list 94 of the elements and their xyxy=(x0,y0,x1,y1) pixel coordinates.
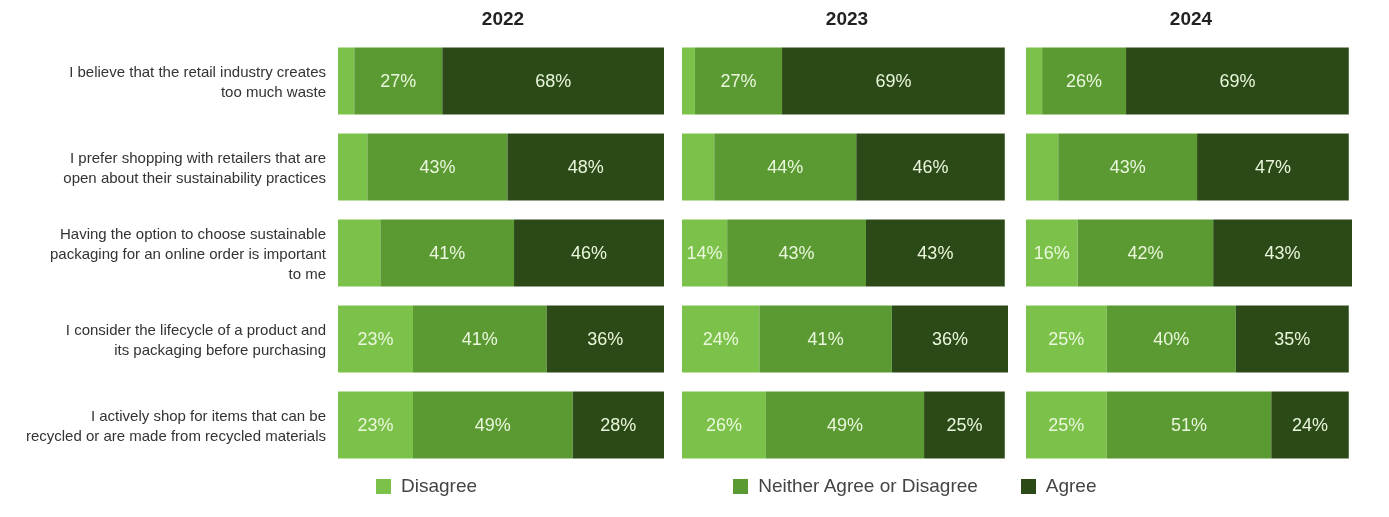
data-label: 41% xyxy=(807,329,844,350)
bar xyxy=(338,391,413,459)
bar xyxy=(1026,133,1059,201)
data-label: 47% xyxy=(1254,157,1291,178)
data-label: 49% xyxy=(826,415,864,436)
bar xyxy=(682,133,715,201)
data-label: 69% xyxy=(1219,71,1256,92)
bar xyxy=(1197,133,1349,201)
bar xyxy=(546,305,664,373)
data-label: 43% xyxy=(1264,243,1301,264)
data-label: 41% xyxy=(429,243,466,264)
bar xyxy=(354,47,443,115)
data-label: 27% xyxy=(380,71,417,92)
data-label: 43% xyxy=(419,157,456,178)
bar xyxy=(1235,305,1349,373)
data-label: 43% xyxy=(917,243,954,264)
bar xyxy=(1026,391,1107,459)
bar xyxy=(1126,47,1349,115)
bar xyxy=(856,133,1005,201)
bar xyxy=(1042,47,1127,115)
data-label: 51% xyxy=(1170,415,1208,436)
data-label: 41% xyxy=(461,329,498,350)
bar xyxy=(924,391,1005,459)
bar xyxy=(765,391,925,459)
bar xyxy=(782,47,1005,115)
data-label: 43% xyxy=(1109,157,1146,178)
bar xyxy=(1058,133,1198,201)
bar xyxy=(338,305,413,373)
data-label: 26% xyxy=(705,415,742,436)
data-label: 14% xyxy=(686,243,723,264)
data-label: 25% xyxy=(1048,329,1085,350)
bar xyxy=(682,391,766,459)
data-label: 42% xyxy=(1127,243,1164,264)
bar xyxy=(1077,219,1214,287)
bar xyxy=(714,133,857,201)
data-label: 25% xyxy=(946,415,983,436)
bar xyxy=(1026,305,1107,373)
bar xyxy=(1213,219,1352,287)
chart-title: 2023 xyxy=(824,8,870,31)
bar xyxy=(727,219,866,287)
data-label: 46% xyxy=(571,243,608,264)
data-label: 36% xyxy=(587,329,624,350)
data-label: 36% xyxy=(931,329,968,350)
data-label: 23% xyxy=(357,415,394,436)
bar xyxy=(412,305,547,373)
data-label: 68% xyxy=(535,71,572,92)
y-tick-label: I believe that the retail industry creates too much waste xyxy=(69,62,326,100)
legend-label: Disagree xyxy=(401,474,478,498)
legend-label: Agree xyxy=(1045,474,1097,498)
bar xyxy=(1271,391,1349,459)
bar xyxy=(682,47,695,115)
bar xyxy=(682,219,728,287)
data-label: 48% xyxy=(567,157,604,178)
data-label: 24% xyxy=(702,329,739,350)
data-label: 43% xyxy=(778,243,815,264)
chart-title: 2024 xyxy=(1168,8,1214,31)
data-label: 24% xyxy=(1292,415,1329,436)
bar xyxy=(572,391,664,459)
data-label: 25% xyxy=(1048,415,1085,436)
bar xyxy=(338,133,368,201)
bar xyxy=(507,133,664,201)
bar xyxy=(1026,47,1043,115)
bar xyxy=(694,47,783,115)
y-tick-label: Having the option to choose sustainable packaging for an online order is important to me xyxy=(50,224,327,282)
bar xyxy=(380,219,515,287)
data-label: 26% xyxy=(1066,71,1103,92)
bar xyxy=(865,219,1005,287)
bar xyxy=(442,47,664,115)
bar xyxy=(367,133,508,201)
y-tick-label: I consider the lifecycle of a product and its packaging before purchasing xyxy=(65,320,326,358)
bar xyxy=(1106,305,1236,373)
data-label: 46% xyxy=(912,157,949,178)
bar xyxy=(891,305,1008,373)
data-label: 49% xyxy=(474,415,511,436)
bar xyxy=(412,391,573,459)
data-label: 27% xyxy=(720,71,757,92)
legend-label: Neither Agree or Disagree xyxy=(758,474,978,498)
data-label: 16% xyxy=(1033,243,1070,264)
data-label: 40% xyxy=(1153,329,1190,350)
data-label: 35% xyxy=(1274,329,1311,350)
bar xyxy=(514,219,664,287)
bar xyxy=(338,47,355,115)
y-tick-label: I prefer shopping with retailers that are open about their sustainability practices xyxy=(63,148,326,186)
y-tick-label: I actively shop for items that can be recycled or are made from recycled materials xyxy=(25,406,326,444)
data-label: 23% xyxy=(357,329,394,350)
bar xyxy=(759,305,892,373)
bar xyxy=(1106,391,1272,459)
chart-title: 2022 xyxy=(480,8,526,31)
bar xyxy=(682,305,760,373)
data-label: 44% xyxy=(767,157,804,178)
bar xyxy=(1026,219,1078,287)
data-label: 28% xyxy=(600,415,637,436)
bar xyxy=(338,219,381,287)
data-label: 69% xyxy=(875,71,912,92)
